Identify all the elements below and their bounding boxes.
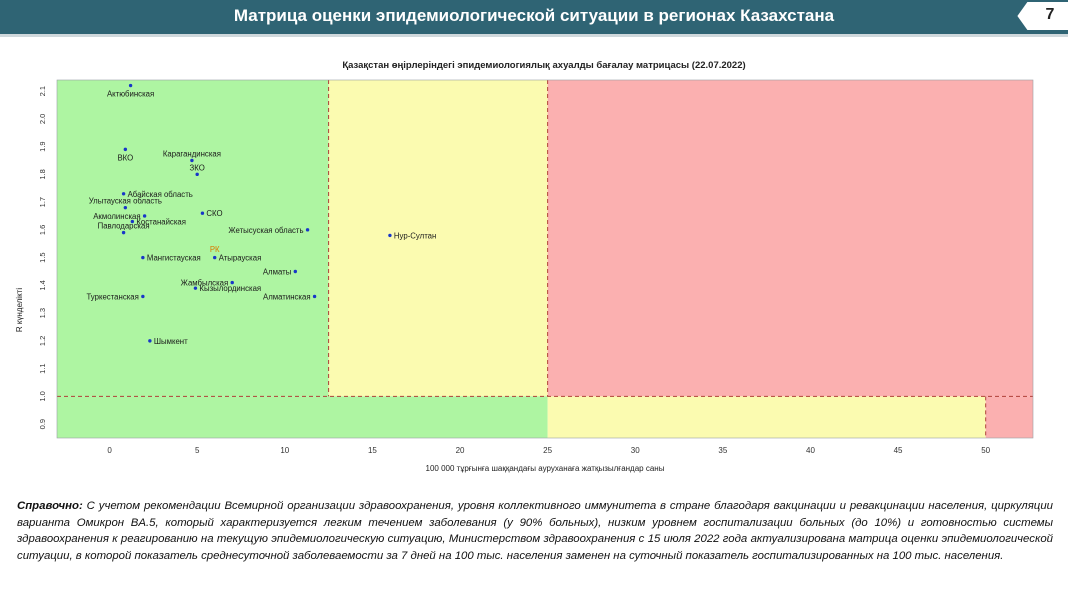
data-point-label: ЗКО [190, 163, 205, 172]
zone-green-upper [57, 80, 329, 397]
data-point [230, 280, 234, 285]
y-tick-label: 1.2 [38, 336, 47, 346]
data-point [193, 286, 198, 290]
header-bar [0, 0, 1068, 34]
y-tick-label: 1.4 [38, 280, 47, 290]
chart-points: Актюбинская ВКО Карагандинская ЗКО Абайская … [86, 83, 436, 346]
data-point-label: Кызылординская [199, 284, 261, 293]
data-point [141, 255, 145, 260]
x-tick-label: 15 [368, 446, 377, 455]
header-divider [0, 34, 1068, 37]
data-point-label: Алматы [263, 267, 292, 276]
data-point [123, 147, 128, 152]
chart-container: 0 5 10 15 20 25 30 35 40 45 50 0.9 1.0 1.1 1.2 1.3 1.4 1.… [0, 50, 1068, 480]
data-point [293, 269, 298, 274]
data-point [190, 158, 194, 163]
y-tick-label: 1.5 [38, 252, 47, 262]
data-point-label: Абайская область [128, 190, 193, 199]
zone-green-lower [57, 396, 548, 438]
y-tick-label: 1.0 [38, 391, 47, 401]
x-tick-label: 45 [894, 446, 903, 455]
y-tick-label: 1.3 [38, 308, 47, 318]
zone-yellow-lower [547, 396, 986, 438]
data-point [123, 205, 128, 210]
data-point [312, 294, 317, 299]
page-title: Матрица оценки эпидемиологической ситуац… [233, 6, 835, 25]
data-point [148, 339, 152, 343]
data-point-label: Улытауская область [89, 197, 162, 206]
data-point [200, 211, 205, 215]
data-point-label: Карагандинская [163, 149, 221, 158]
data-point-label: Алматинская [263, 292, 311, 301]
data-point-label: Костанайская [136, 218, 186, 227]
chart-axes: 0 5 10 15 20 25 30 35 40 45 50 0.9 1.0 1.1 1.2 1.3 1.4 1.… [38, 79, 1034, 455]
data-point [142, 214, 147, 218]
y-tick-label: 1.1 [38, 363, 47, 373]
page-badge: 7 [1016, 2, 1068, 30]
scatter-chart: 0 5 10 15 20 25 30 35 40 45 50 0.9 1.0 1.1 1.2 1.3 1.4 1.… [15, 60, 1034, 473]
zone-red-upper [547, 80, 1033, 397]
x-tick-label: 50 [981, 446, 990, 455]
data-point-label: ВКО [117, 153, 133, 162]
x-tick-label: 10 [280, 446, 289, 455]
data-point [388, 233, 392, 238]
data-point [141, 294, 145, 299]
data-point [130, 219, 135, 224]
y-tick-label: 1.7 [38, 197, 47, 207]
data-point-label: РК [210, 245, 220, 254]
y-tick-label: 1.6 [38, 225, 47, 235]
data-point-label: Жетысуская область [228, 226, 303, 235]
data-point-label: Мангистауская [147, 254, 201, 263]
y-tick-label: 2.0 [38, 114, 47, 124]
chart-title: Қазақстан өңірлеріндегі эпидемиологиялық… [342, 60, 745, 71]
plot-frame [56, 79, 1034, 439]
chart-zones [57, 80, 1033, 438]
x-tick-label: 5 [195, 446, 200, 455]
data-point [121, 192, 126, 196]
data-point-label: Туркестанская [86, 292, 138, 301]
data-point-label: Шымкент [154, 337, 188, 346]
data-point-label: Атырауская [219, 254, 262, 263]
y-tick-label: 1.8 [38, 169, 47, 179]
note-lead: Справочно: [17, 500, 83, 512]
data-point-label: Актюбинская [107, 90, 154, 99]
data-point-label: Павлодарская [98, 222, 150, 231]
x-axis-label: 100 000 тұрғынға шаққандағы ауруханаға ж… [426, 464, 665, 473]
y-tick-label: 0.9 [38, 419, 47, 429]
data-point [128, 83, 133, 88]
x-tick-label: 35 [718, 446, 727, 455]
data-point-label: Жамбылская [181, 279, 229, 288]
x-tick-label: 30 [631, 446, 640, 455]
page-badge-shape [1017, 2, 1068, 30]
y-tick-label: 2.1 [38, 86, 47, 96]
page-number: 7 [1045, 6, 1055, 23]
x-tick-label: 20 [456, 446, 465, 455]
y-axis-label: R күнделікті [15, 288, 24, 332]
data-point [305, 228, 310, 232]
y-tick-label: 1.9 [38, 141, 47, 151]
x-tick-label: 25 [543, 446, 552, 455]
data-point [195, 172, 199, 177]
data-point [213, 255, 217, 260]
reference-note: Справочно: С учетом рекомендации Всемирн… [17, 498, 1053, 564]
zone-yellow-upper [328, 80, 548, 397]
data-point [121, 230, 126, 235]
data-point-label: Нур-Султан [394, 231, 436, 240]
data-point-label: СКО [206, 209, 222, 218]
x-tick-label: 40 [806, 446, 815, 455]
note-text: С учетом рекомендации Всемирной организа… [17, 500, 1053, 562]
zone-red-lower [985, 396, 1033, 438]
x-tick-label: 0 [107, 446, 112, 455]
data-point-label: Акмолинская [93, 212, 140, 221]
